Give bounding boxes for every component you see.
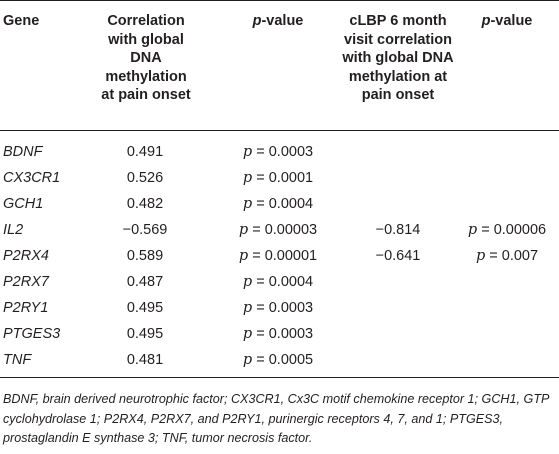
correlation-cell: −0.569	[122, 222, 168, 238]
header-pvalue-2-rest: -value	[490, 13, 533, 29]
gene-cell: P2RX4	[3, 248, 49, 264]
header-clbp-line5: pain onset	[361, 87, 435, 103]
pvalue-cell: p = 0.0003	[242, 144, 314, 160]
header-correlation-line5: at pain onset	[101, 87, 191, 103]
table-row: GCH1 0.482 p = 0.0004	[0, 192, 559, 217]
clbp-correlation-cell: −0.641	[375, 248, 421, 264]
header-clbp-line2: visit correlation	[344, 31, 452, 48]
correlation-cell: 0.526	[126, 170, 164, 186]
header-clbp: cLBP 6 month visit correlation with glob…	[318, 12, 478, 105]
header-correlation-line2: with global	[108, 31, 184, 48]
header-pvalue-2: p-value	[455, 12, 559, 31]
gene-cell: CX3CR1	[3, 170, 61, 186]
header-rule	[0, 130, 559, 131]
correlation-cell: 0.495	[126, 300, 164, 316]
header-correlation-line4: methylation	[105, 68, 187, 85]
pvalue-cell: p = 0.00003	[238, 222, 318, 238]
correlation-cell: 0.495	[126, 326, 164, 342]
gene-cell: GCH1	[3, 196, 44, 212]
clbp-pvalue-cell: p = 0.00006	[467, 222, 547, 238]
table-row: IL2 −0.569 p = 0.00003 −0.814 p = 0.0000…	[0, 218, 559, 243]
pvalue-cell: p = 0.0003	[242, 300, 314, 316]
gene-cell: IL2	[3, 222, 24, 238]
gene-cell: P2RX7	[3, 274, 49, 290]
header-correlation-line3: DNA	[130, 50, 162, 66]
table-row: P2RY1 0.495 p = 0.0003	[0, 296, 559, 321]
gene-cell: PTGES3	[3, 326, 61, 342]
pvalue-cell: p = 0.0004	[242, 274, 314, 290]
header-clbp-line3: with global DNA	[342, 50, 454, 66]
table-footnote: BDNF, brain derived neurotrophic factor;…	[3, 392, 549, 445]
table-row: P2RX7 0.487 p = 0.0004	[0, 270, 559, 295]
pvalue-cell: p = 0.0005	[242, 352, 314, 368]
top-rule	[0, 0, 559, 1]
pvalue-cell: p = 0.0004	[242, 196, 314, 212]
header-clbp-line1: cLBP 6 month	[349, 13, 447, 29]
header-pvalue-p: p	[252, 13, 262, 29]
table-row: TNF 0.481 p = 0.0005	[0, 348, 559, 373]
correlation-cell: 0.589	[126, 248, 164, 264]
header-pvalue-2-p: p	[481, 13, 491, 29]
correlation-cell: 0.482	[126, 196, 164, 212]
header-gene-label: Gene	[3, 13, 40, 29]
bottom-rule	[0, 377, 559, 378]
correlation-cell: 0.481	[126, 352, 164, 368]
header-pvalue-rest: -value	[261, 13, 304, 29]
header-correlation-line1: Correlation	[107, 13, 185, 29]
table-row: PTGES3 0.495 p = 0.0003	[0, 322, 559, 347]
table-row: P2RX4 0.589 p = 0.00001 −0.641 p = 0.007	[0, 244, 559, 269]
header-gene: Gene	[3, 12, 39, 31]
gene-cell: BDNF	[3, 144, 43, 160]
correlation-cell: 0.491	[126, 144, 164, 160]
clbp-pvalue-cell: p = 0.007	[475, 248, 539, 264]
pvalue-cell: p = 0.00001	[238, 248, 318, 264]
pvalue-cell: p = 0.0003	[242, 326, 314, 342]
table-row: CX3CR1 0.526 p = 0.0001	[0, 166, 559, 191]
header-pvalue: p-value	[204, 12, 352, 31]
table-row: BDNF 0.491 p = 0.0003	[0, 140, 559, 165]
pvalue-cell: p = 0.0001	[242, 170, 314, 186]
gene-cell: P2RY1	[3, 300, 49, 316]
clbp-correlation-cell: −0.814	[375, 222, 421, 238]
correlation-cell: 0.487	[126, 274, 164, 290]
gene-cell: TNF	[3, 352, 32, 368]
header-clbp-line4: methylation at	[348, 68, 448, 85]
header-correlation: Correlation with global DNA methylation …	[80, 12, 212, 105]
